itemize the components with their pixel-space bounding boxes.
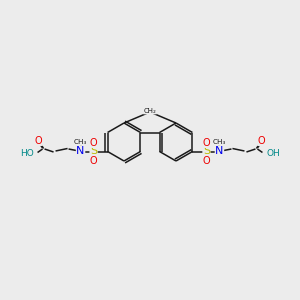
Text: OH: OH bbox=[266, 149, 280, 158]
Text: N: N bbox=[215, 146, 223, 157]
Text: S: S bbox=[90, 146, 97, 157]
Text: O: O bbox=[202, 137, 210, 148]
Text: N: N bbox=[76, 146, 85, 157]
Text: O: O bbox=[35, 136, 42, 146]
Text: S: S bbox=[203, 146, 210, 157]
Text: CH₃: CH₃ bbox=[213, 140, 226, 146]
Text: HO: HO bbox=[20, 149, 34, 158]
Text: O: O bbox=[202, 155, 210, 166]
Text: O: O bbox=[90, 155, 98, 166]
Text: O: O bbox=[258, 136, 265, 146]
Text: CH₃: CH₃ bbox=[74, 140, 87, 146]
Text: CH₂: CH₂ bbox=[144, 108, 156, 114]
Text: O: O bbox=[90, 137, 98, 148]
